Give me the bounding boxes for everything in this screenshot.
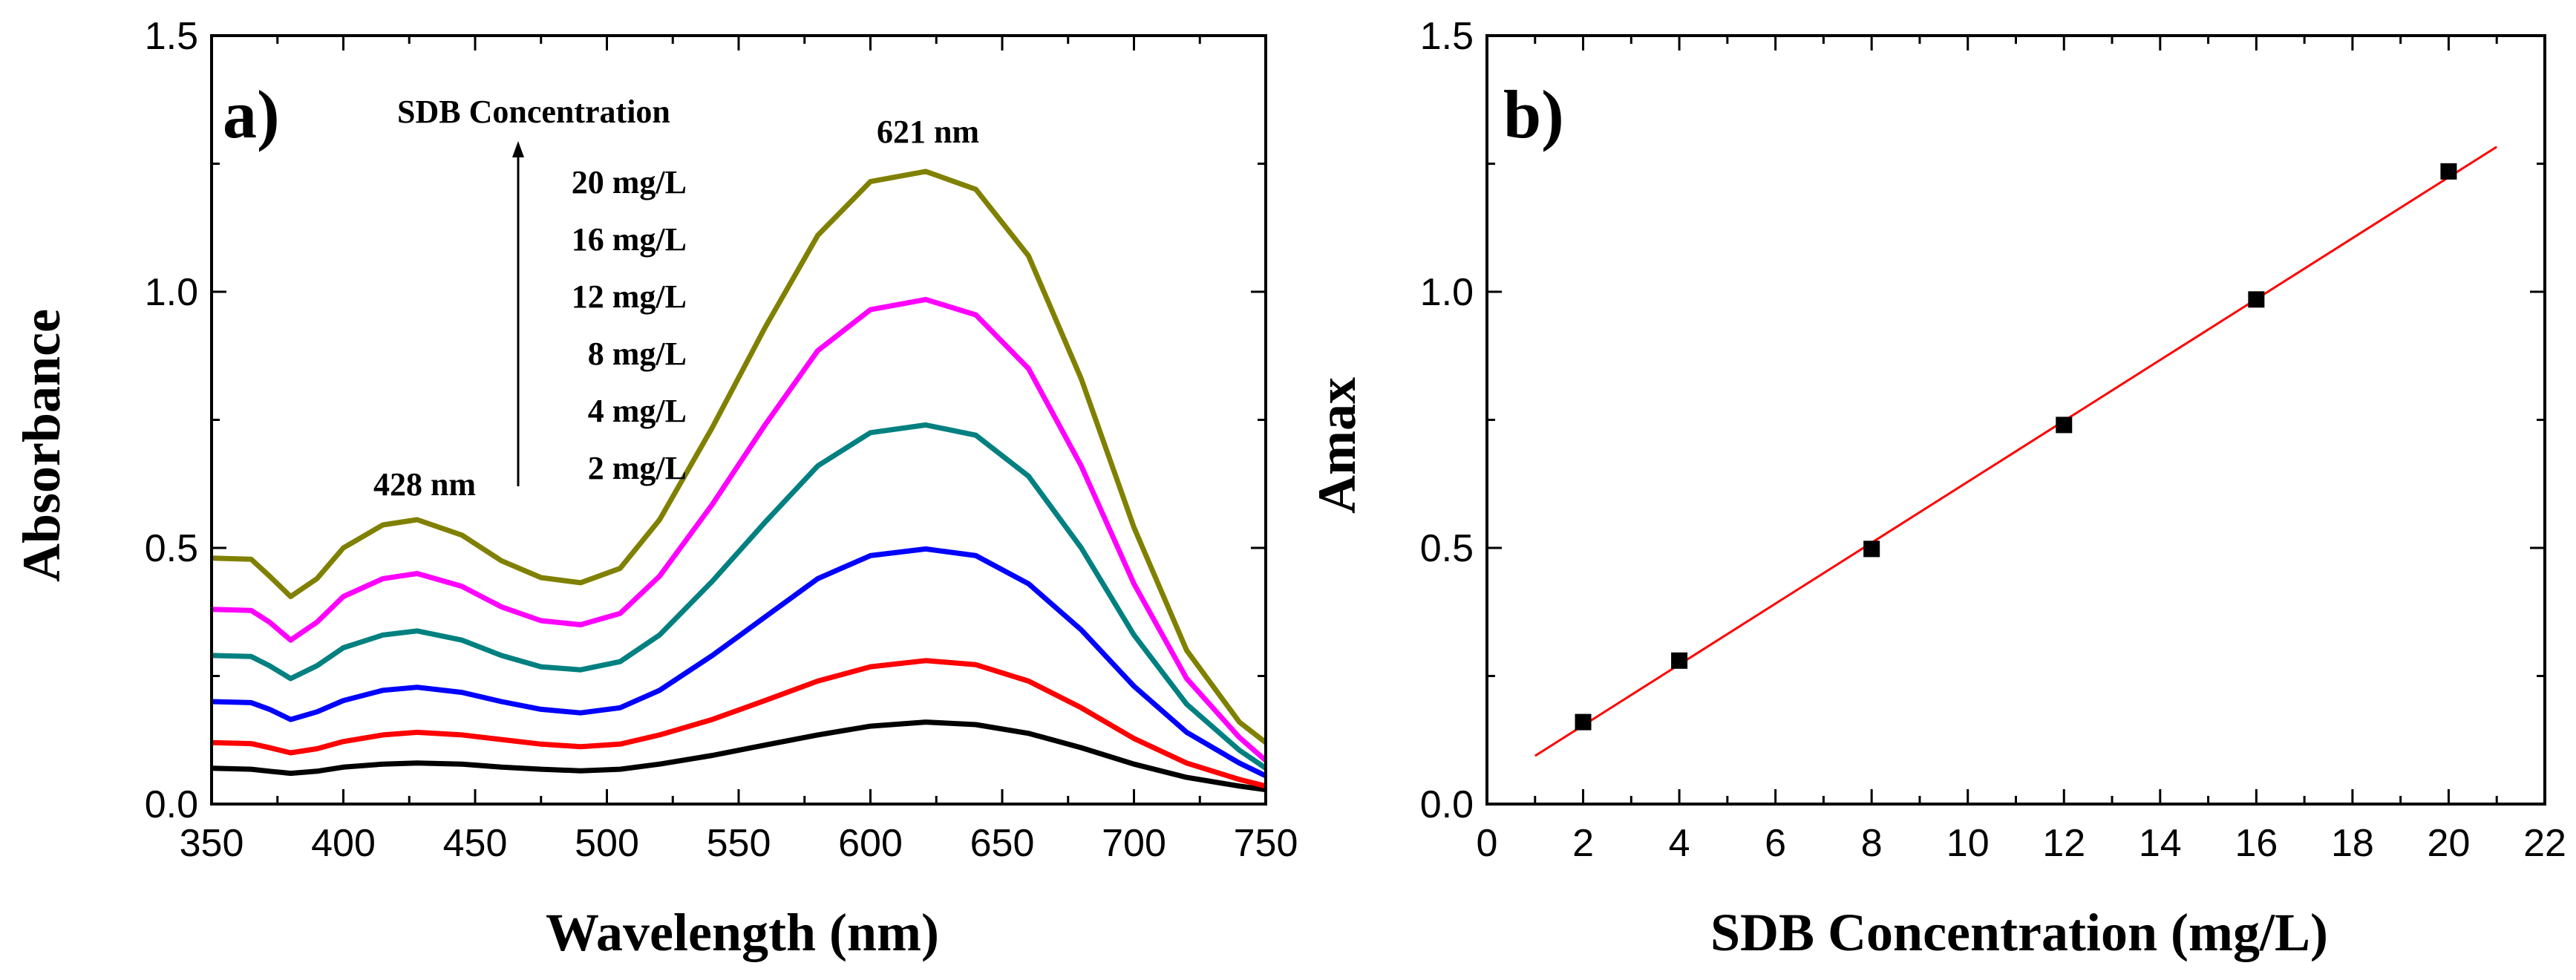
chart-a-x-tick-label: 550 <box>707 822 771 865</box>
chart-b-y-tick-label: 0.0 <box>1420 783 1474 826</box>
chart-b-fit-line <box>1534 146 2498 757</box>
chart-a-legend-entry: 8 mg/L <box>588 336 687 372</box>
chart-a-legend-arrowhead <box>512 141 524 157</box>
chart-b-x-tick-label: 10 <box>1946 822 1990 865</box>
chart-a-legend-title: SDB Concentration <box>397 94 670 130</box>
chart-b-data-point <box>1671 652 1688 669</box>
chart-a-y-tick-label: 1.5 <box>145 15 198 58</box>
chart-a-legend-entry: 2 mg/L <box>588 450 687 486</box>
chart-b-x-axis-title: SDB Concentration (mg/L) <box>1710 903 2328 962</box>
chart-a-x-tick-label: 700 <box>1102 822 1166 865</box>
chart-a-x-axis-title: Wavelength (nm) <box>546 903 939 962</box>
chart-a-y-axis-title: Absorbance <box>12 309 71 582</box>
chart-a-x-tick-label: 750 <box>1234 822 1298 865</box>
chart-b-x-tick-label: 4 <box>1669 822 1690 865</box>
chart-a-series-line-8-mg-l <box>211 546 1267 779</box>
chart-a-series-line-2-mg-l <box>211 719 1266 793</box>
chart-a-plot-frame <box>210 34 1267 806</box>
chart-b-data-point <box>1575 713 1592 731</box>
chart-b-panel-label: b) <box>1503 76 1564 152</box>
chart-a-series-line-16-mg-l <box>211 296 1268 762</box>
chart-b-data-point <box>2248 291 2265 308</box>
chart-b-data-point <box>2056 416 2073 434</box>
chart-a-panel-label: a) <box>223 76 280 152</box>
chart-a-ticks: 350 400 450 500 550 600 650 700 750 0.0 0.5 1.0 1.5 <box>145 15 1298 865</box>
chart-b-data-point <box>2440 163 2457 180</box>
chart-a-y-tick-label: 0.5 <box>145 527 198 570</box>
chart-b-x-tick-label: 18 <box>2331 822 2374 865</box>
chart-a-legend-entry: 20 mg/L <box>572 164 687 200</box>
chart-b-x-tick-label: 0 <box>1477 822 1498 865</box>
chart-a-x-tick-label: 500 <box>575 822 639 865</box>
chart-b-y-axis-title: Amax <box>1307 377 1367 514</box>
chart-a-x-tick-label: 350 <box>180 822 244 865</box>
chart-b-x-tick-label: 20 <box>2428 822 2471 865</box>
chart-b-y-tick-label: 1.5 <box>1420 15 1474 58</box>
chart-b-x-tick-label: 6 <box>1765 822 1786 865</box>
chart-a-x-tick-label: 450 <box>443 822 508 865</box>
chart-b-data-point <box>1863 540 1880 558</box>
chart-a-y-tick-label: 0.0 <box>145 783 198 826</box>
chart-b: 0 2 4 6 8 10 12 14 16 18 20 22 0.0 0.5 1.0 1.5 b) SDB C… <box>1307 15 2566 962</box>
chart-a-series-line-12-mg-l <box>211 422 1267 771</box>
chart-b-x-tick-label: 16 <box>2235 822 2278 865</box>
chart-a-series-group <box>211 169 1268 793</box>
chart-a-legend-entry: 16 mg/L <box>572 221 687 258</box>
chart-a-y-tick-label: 1.0 <box>145 271 198 314</box>
chart-b-y-tick-label: 1.0 <box>1420 271 1474 314</box>
chart-a-legend-entry: 4 mg/L <box>588 393 687 429</box>
chart-b-x-tick-label: 2 <box>1572 822 1594 865</box>
chart-b-x-tick-label: 22 <box>2523 822 2566 865</box>
chart-b-y-tick-label: 0.5 <box>1420 527 1474 570</box>
chart-b-content <box>1534 146 2498 757</box>
chart-b-ticks: 0 2 4 6 8 10 12 14 16 18 20 22 0.0 0.5 1.0 1.5 <box>1420 15 2566 865</box>
chart-a-x-tick-label: 400 <box>311 822 376 865</box>
chart-a-series-line-4-mg-l <box>211 658 1266 789</box>
chart-a-legend-entry: 12 mg/L <box>572 278 687 315</box>
chart-b-x-tick-label: 8 <box>1861 822 1883 865</box>
chart-b-x-tick-label: 12 <box>2042 822 2085 865</box>
chart-a-legend: 20 mg/L 16 mg/L 12 mg/L 8 mg/L 4 mg/L 2 mg/L <box>572 164 687 486</box>
chart-a: 350 400 450 500 550 600 650 700 7500.00.51.01.5 … <box>12 15 1298 962</box>
chart-a-peak-label-428: 428 nm <box>373 466 476 503</box>
chart-a-x-tick-label: 600 <box>838 822 903 865</box>
chart-a-x-tick-label: 650 <box>970 822 1035 865</box>
chart-a-series-line-20-mg-l <box>211 169 1268 745</box>
chart-a-peak-label-621: 621 nm <box>877 114 979 150</box>
chart-b-plot-frame <box>1485 34 2546 806</box>
chart-b-x-tick-label: 14 <box>2139 822 2182 865</box>
